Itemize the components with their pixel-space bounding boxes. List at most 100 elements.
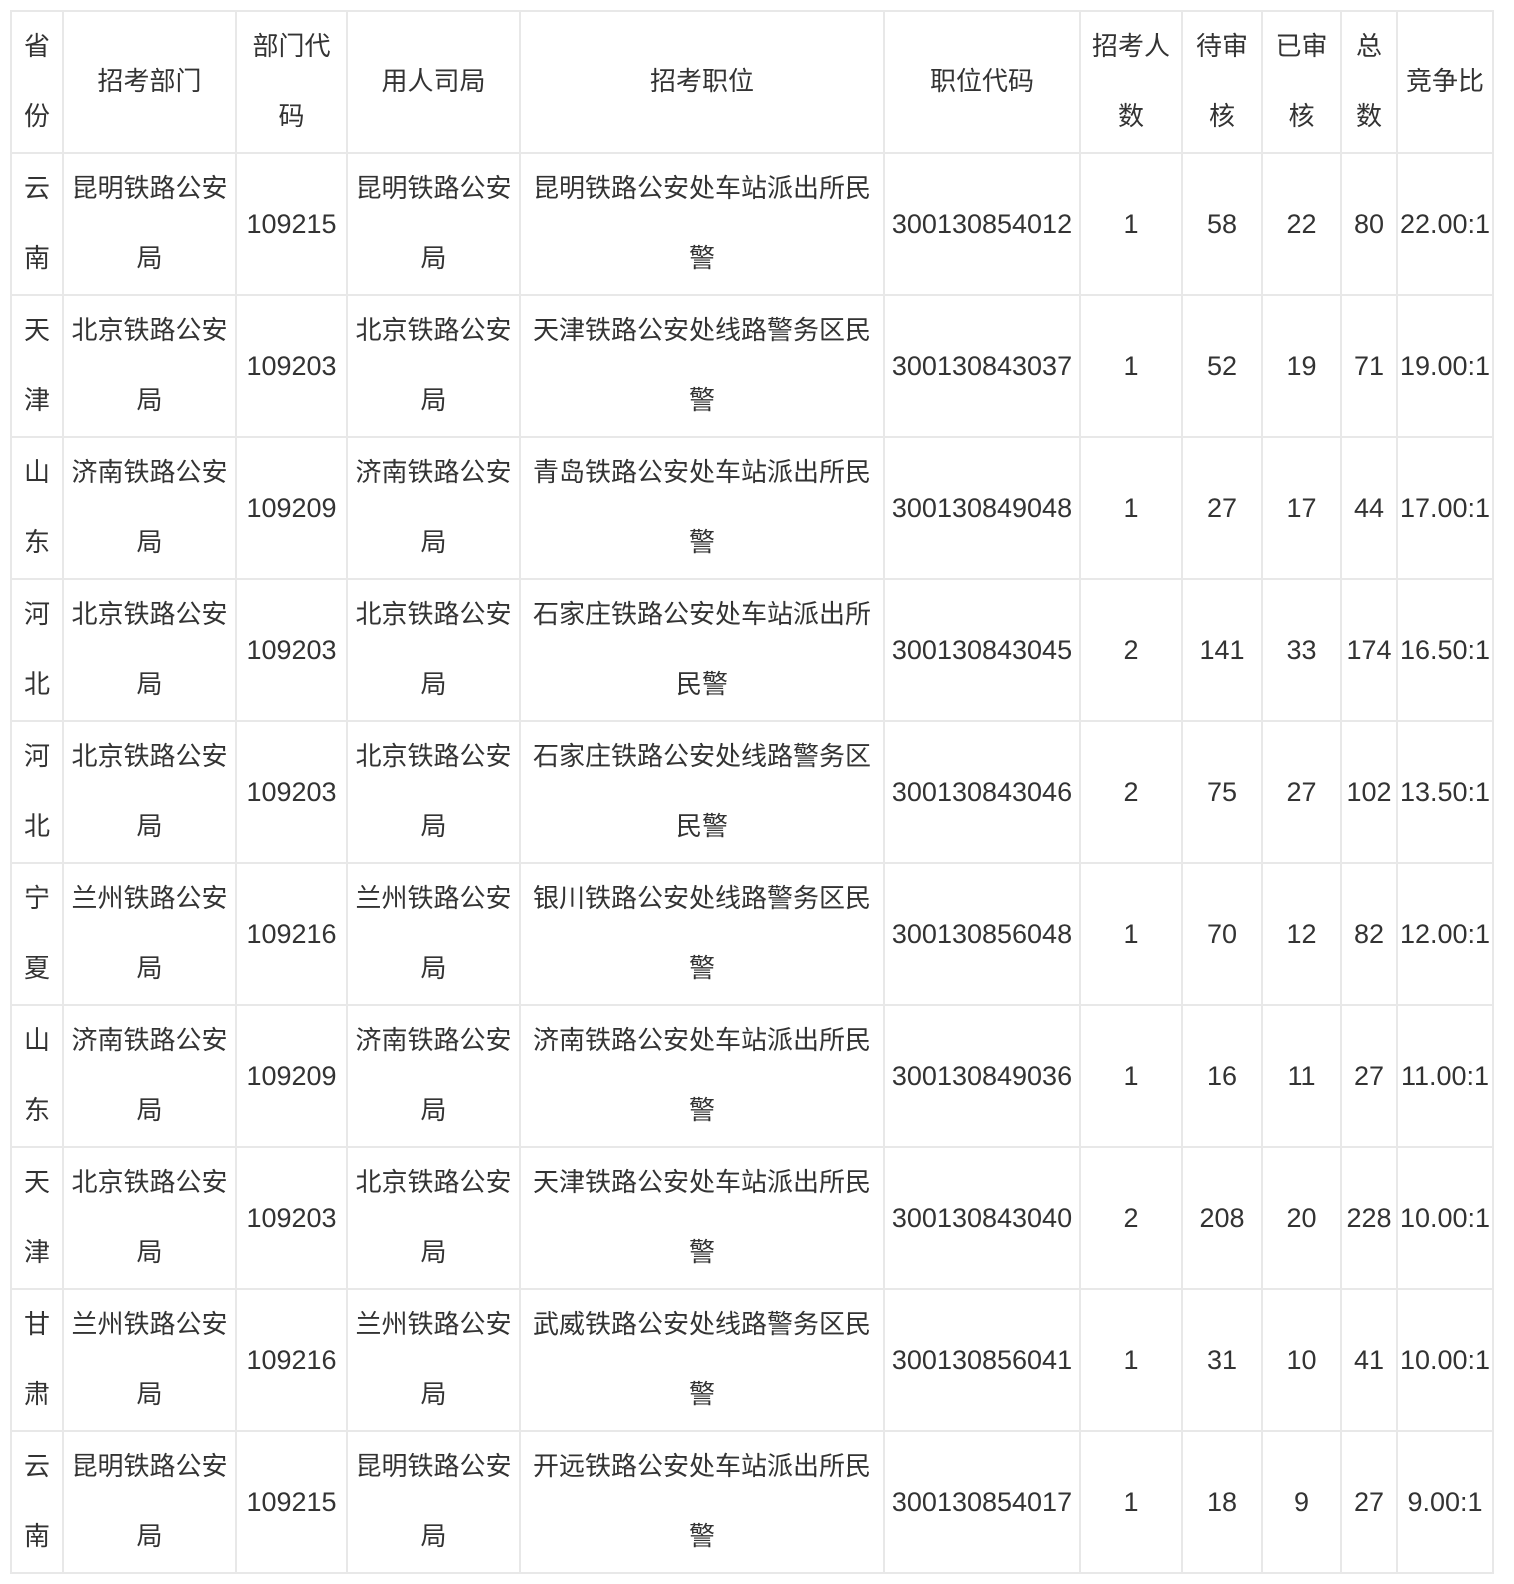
cell-position: 开远铁路公安处车站派出所民警 [519, 1430, 885, 1574]
cell-pending-review: 52 [1181, 294, 1263, 438]
cell-bureau: 济南铁路公安局 [346, 436, 521, 580]
cell-reviewed: 19 [1261, 294, 1342, 438]
cell-competition-ratio: 22.00:1 [1396, 152, 1494, 296]
cell-department-code: 109203 [235, 294, 348, 438]
cell-pending-review: 16 [1181, 1004, 1263, 1148]
cell-pending-review: 141 [1181, 578, 1263, 722]
cell-department: 昆明铁路公安局 [62, 1430, 237, 1574]
cell-competition-ratio: 9.00:1 [1396, 1430, 1494, 1574]
cell-competition-ratio: 10.00:1 [1396, 1288, 1494, 1432]
cell-department: 北京铁路公安局 [62, 294, 237, 438]
table-row: 甘肃 兰州铁路公安局 109216 兰州铁路公安局 武威铁路公安处线路警务区民警 3001… [10, 1288, 1494, 1432]
cell-recruit-count: 1 [1079, 862, 1183, 1006]
cell-department-code: 109215 [235, 1430, 348, 1574]
cell-position: 武威铁路公安处线路警务区民警 [519, 1288, 885, 1432]
cell-bureau: 北京铁路公安局 [346, 1146, 521, 1290]
cell-recruit-count: 2 [1079, 1146, 1183, 1290]
cell-pending-review: 31 [1181, 1288, 1263, 1432]
cell-position: 青岛铁路公安处车站派出所民警 [519, 436, 885, 580]
cell-position-code: 300130843040 [883, 1146, 1081, 1290]
table-row: 天津 北京铁路公安局 109203 北京铁路公安局 天津铁路公安处线路警务区民警 3001… [10, 294, 1494, 438]
header-competition-ratio: 竞争比 [1396, 10, 1494, 154]
cell-position: 昆明铁路公安处车站派出所民警 [519, 152, 885, 296]
cell-province: 云南 [10, 1430, 64, 1574]
cell-reviewed: 27 [1261, 720, 1342, 864]
cell-province: 甘肃 [10, 1288, 64, 1432]
cell-reviewed: 22 [1261, 152, 1342, 296]
cell-competition-ratio: 17.00:1 [1396, 436, 1494, 580]
cell-department-code: 109209 [235, 436, 348, 580]
cell-competition-ratio: 11.00:1 [1396, 1004, 1494, 1148]
cell-position: 银川铁路公安处线路警务区民警 [519, 862, 885, 1006]
cell-bureau: 兰州铁路公安局 [346, 862, 521, 1006]
table-header: 省份 招考部门 部门代码 用人司局 招考职位 职位代码 招考人数 待审核 已审核 总数 竞争比 [10, 10, 1494, 154]
cell-province: 云南 [10, 152, 64, 296]
table-row: 天津 北京铁路公安局 109203 北京铁路公安局 天津铁路公安处车站派出所民警 3001… [10, 1146, 1494, 1290]
cell-position-code: 300130843045 [883, 578, 1081, 722]
cell-position-code: 300130856048 [883, 862, 1081, 1006]
cell-reviewed: 12 [1261, 862, 1342, 1006]
cell-department: 济南铁路公安局 [62, 1004, 237, 1148]
header-reviewed: 已审核 [1261, 10, 1342, 154]
cell-position-code: 300130856041 [883, 1288, 1081, 1432]
header-pending-review: 待审核 [1181, 10, 1263, 154]
cell-department-code: 109203 [235, 578, 348, 722]
cell-total: 82 [1340, 862, 1398, 1006]
cell-position-code: 300130849036 [883, 1004, 1081, 1148]
cell-position-code: 300130854017 [883, 1430, 1081, 1574]
cell-position: 天津铁路公安处车站派出所民警 [519, 1146, 885, 1290]
cell-pending-review: 208 [1181, 1146, 1263, 1290]
cell-reviewed: 20 [1261, 1146, 1342, 1290]
cell-pending-review: 27 [1181, 436, 1263, 580]
cell-position-code: 300130843037 [883, 294, 1081, 438]
cell-total: 80 [1340, 152, 1398, 296]
cell-total: 41 [1340, 1288, 1398, 1432]
cell-department: 济南铁路公安局 [62, 436, 237, 580]
cell-department-code: 109203 [235, 1146, 348, 1290]
cell-bureau: 北京铁路公安局 [346, 578, 521, 722]
cell-bureau: 昆明铁路公安局 [346, 152, 521, 296]
table-row: 云南 昆明铁路公安局 109215 昆明铁路公安局 昆明铁路公安处车站派出所民警 3001… [10, 152, 1494, 296]
cell-recruit-count: 2 [1079, 720, 1183, 864]
cell-reviewed: 10 [1261, 1288, 1342, 1432]
cell-position-code: 300130854012 [883, 152, 1081, 296]
cell-total: 44 [1340, 436, 1398, 580]
cell-province: 山东 [10, 436, 64, 580]
cell-reviewed: 33 [1261, 578, 1342, 722]
cell-position-code: 300130843046 [883, 720, 1081, 864]
cell-recruit-count: 1 [1079, 436, 1183, 580]
cell-reviewed: 17 [1261, 436, 1342, 580]
cell-position: 济南铁路公安处车站派出所民警 [519, 1004, 885, 1148]
cell-competition-ratio: 16.50:1 [1396, 578, 1494, 722]
header-recruit-count: 招考人数 [1079, 10, 1183, 154]
cell-department: 昆明铁路公安局 [62, 152, 237, 296]
cell-competition-ratio: 10.00:1 [1396, 1146, 1494, 1290]
cell-position: 天津铁路公安处线路警务区民警 [519, 294, 885, 438]
cell-recruit-count: 1 [1079, 152, 1183, 296]
cell-province: 天津 [10, 1146, 64, 1290]
header-position: 招考职位 [519, 10, 885, 154]
cell-recruit-count: 1 [1079, 294, 1183, 438]
cell-bureau: 北京铁路公安局 [346, 294, 521, 438]
cell-position: 石家庄铁路公安处线路警务区民警 [519, 720, 885, 864]
cell-position: 石家庄铁路公安处车站派出所民警 [519, 578, 885, 722]
cell-pending-review: 75 [1181, 720, 1263, 864]
cell-total: 102 [1340, 720, 1398, 864]
cell-recruit-count: 1 [1079, 1288, 1183, 1432]
header-bureau: 用人司局 [346, 10, 521, 154]
cell-department: 兰州铁路公安局 [62, 1288, 237, 1432]
cell-position-code: 300130849048 [883, 436, 1081, 580]
cell-department-code: 109216 [235, 862, 348, 1006]
cell-department: 北京铁路公安局 [62, 720, 237, 864]
header-department: 招考部门 [62, 10, 237, 154]
cell-department-code: 109215 [235, 152, 348, 296]
header-department-code: 部门代码 [235, 10, 348, 154]
cell-bureau: 昆明铁路公安局 [346, 1430, 521, 1574]
cell-bureau: 北京铁路公安局 [346, 720, 521, 864]
cell-recruit-count: 1 [1079, 1004, 1183, 1148]
cell-department-code: 109216 [235, 1288, 348, 1432]
cell-bureau: 兰州铁路公安局 [346, 1288, 521, 1432]
table-row: 云南 昆明铁路公安局 109215 昆明铁路公安局 开远铁路公安处车站派出所民警 3001… [10, 1430, 1494, 1574]
cell-total: 27 [1340, 1430, 1398, 1574]
header-position-code: 职位代码 [883, 10, 1081, 154]
